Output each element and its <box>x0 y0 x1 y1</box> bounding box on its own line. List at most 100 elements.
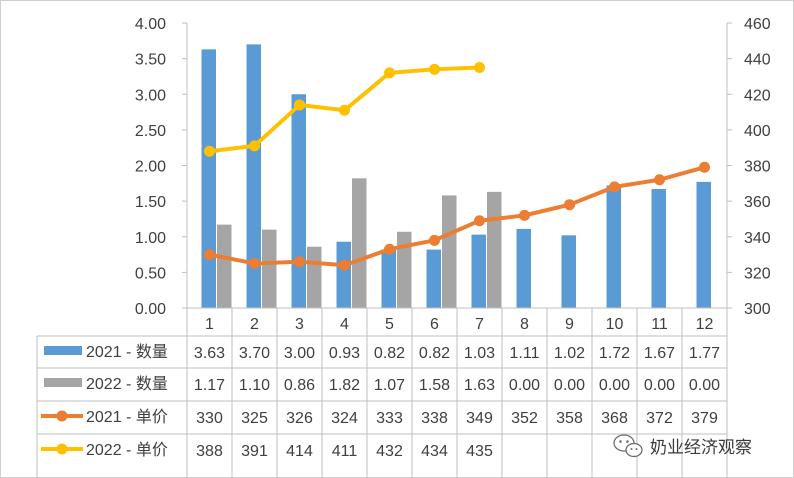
data-label: 391 <box>241 443 268 460</box>
point-2021-price <box>519 209 530 221</box>
data-label: 0.82 <box>374 345 405 362</box>
bar-2022-quantity <box>397 231 412 308</box>
category-label: 6 <box>430 316 439 333</box>
point-2021-price <box>204 249 215 261</box>
right-tick-label: 300 <box>744 301 771 318</box>
right-tick-label: 380 <box>744 159 771 176</box>
data-label: 333 <box>376 410 403 427</box>
data-label: 1.10 <box>239 377 270 394</box>
point-2022-price <box>384 67 395 79</box>
bar-2021-quantity <box>336 241 351 308</box>
point-2021-price <box>384 243 395 255</box>
bar-2022-quantity <box>442 195 457 308</box>
point-2021-price <box>474 215 485 227</box>
point-2022-price <box>339 104 350 116</box>
point-2021-price <box>654 174 665 186</box>
data-label: 435 <box>466 443 493 460</box>
data-label: 3.63 <box>194 345 225 362</box>
axes-layer: 0.00 0.50 1.00 1.50 2.00 2.50 3.00 3.50 4.00 300 3… <box>135 16 771 318</box>
data-label: 3.00 <box>284 345 315 362</box>
category-label: 3 <box>295 316 304 333</box>
watermark-text: 奶业经济观察 <box>650 438 752 458</box>
data-label: 1.63 <box>464 377 495 394</box>
data-label: 1.72 <box>599 345 630 362</box>
bar-2022-quantity <box>487 191 502 308</box>
point-2021-price <box>699 161 710 173</box>
category-label: 1 <box>205 316 214 333</box>
right-tick-label: 320 <box>744 265 771 282</box>
data-label: 0.00 <box>644 377 675 394</box>
data-label: 1.03 <box>464 345 495 362</box>
wechat-icon <box>613 434 643 458</box>
left-tick-label: 3.50 <box>135 52 166 69</box>
category-label: 4 <box>340 316 349 333</box>
point-2022-price <box>249 140 260 152</box>
data-label: 0.00 <box>689 377 720 394</box>
data-label: 0.86 <box>284 377 315 394</box>
category-label: 11 <box>651 316 668 333</box>
data-label: 352 <box>511 410 538 427</box>
data-label: 388 <box>196 443 223 460</box>
bar-2021-quantity <box>606 185 621 308</box>
right-tick-label: 440 <box>744 52 771 69</box>
line-2021-price <box>207 165 707 268</box>
data-label: 0.00 <box>509 377 540 394</box>
data-label: 1.07 <box>374 377 405 394</box>
left-tick-label: 2.50 <box>135 123 166 140</box>
point-2022-price <box>429 63 440 75</box>
legend-label: 2021 - 数量 <box>86 343 168 361</box>
category-label: 10 <box>606 316 624 333</box>
bar-2021-quantity <box>471 234 486 308</box>
data-label: 434 <box>421 443 448 460</box>
point-2021-price <box>564 199 575 211</box>
legend-label: 2022 - 单价 <box>86 441 168 459</box>
bar-2022-quantity <box>262 229 277 308</box>
right-tick-label: 400 <box>744 123 771 140</box>
category-label: 9 <box>565 316 574 333</box>
point-2022-price <box>474 62 485 74</box>
point-2021-price <box>609 181 620 193</box>
category-label: 12 <box>696 316 714 333</box>
data-label: 432 <box>376 443 403 460</box>
right-tick-label: 460 <box>744 16 771 33</box>
category-label: 8 <box>520 316 529 333</box>
data-label: 0.00 <box>599 377 630 394</box>
data-label: 411 <box>332 443 358 460</box>
watermark: 奶业经济观察 <box>613 434 752 458</box>
bar-2021-quantity <box>561 235 576 308</box>
bar-2021-quantity <box>381 249 396 308</box>
data-label: 1.67 <box>644 345 675 362</box>
data-label: 1.58 <box>419 377 450 394</box>
legend-label: 2022 - 数量 <box>86 375 168 393</box>
bar-2021-quantity <box>516 228 531 308</box>
point-2021-price <box>294 256 305 268</box>
left-tick-label: 3.00 <box>135 87 166 104</box>
data-label: 0.82 <box>419 345 450 362</box>
data-label: 349 <box>466 410 493 427</box>
legend-key-2021-quantity <box>44 346 82 355</box>
data-label: 372 <box>646 410 673 427</box>
data-label: 338 <box>421 410 448 427</box>
data-label: 3.70 <box>239 345 270 362</box>
point-2022-price <box>294 99 305 111</box>
data-label: 1.82 <box>329 377 360 394</box>
data-label: 414 <box>286 443 313 460</box>
bar-2021-quantity <box>201 49 216 309</box>
bar-2022-quantity <box>307 246 322 308</box>
legend-marker-2021-price <box>56 410 68 422</box>
bar-2021-quantity <box>246 44 261 308</box>
bar-2022-quantity <box>352 178 367 308</box>
data-label: 358 <box>556 410 583 427</box>
data-label: 324 <box>331 410 358 427</box>
category-label: 7 <box>475 316 484 333</box>
left-tick-label: 2.00 <box>135 159 166 176</box>
data-label: 1.17 <box>194 377 225 394</box>
data-label: 368 <box>601 410 628 427</box>
legend-marker-2022-price <box>56 443 68 455</box>
bar-2022-quantity <box>217 224 232 308</box>
bars-layer <box>201 44 711 309</box>
point-2022-price <box>204 145 215 157</box>
legend-key-2022-quantity <box>44 378 82 387</box>
data-label: 0.00 <box>554 377 585 394</box>
